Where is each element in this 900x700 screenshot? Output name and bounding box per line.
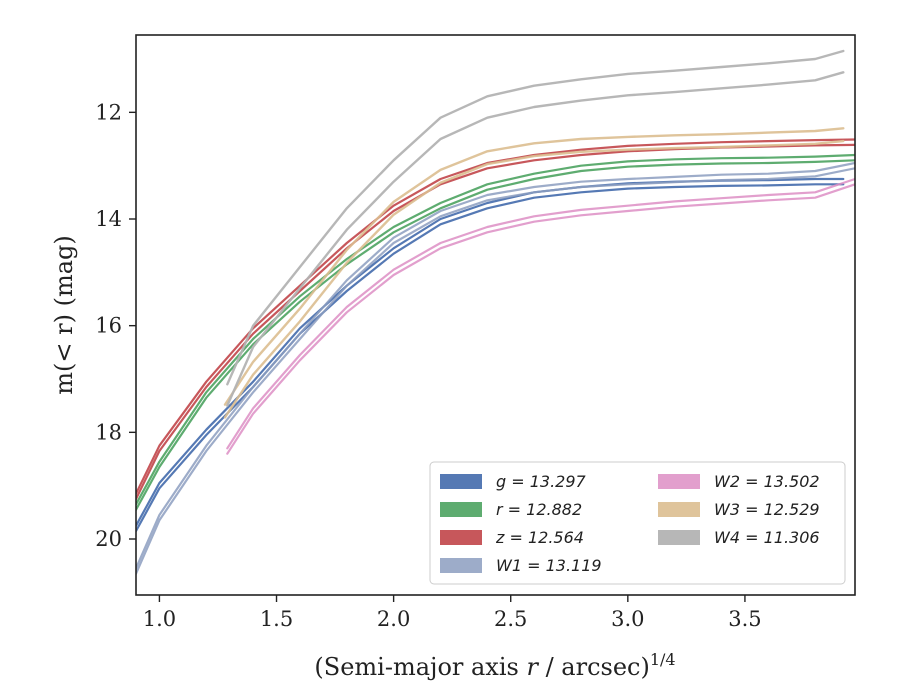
x-tick-label: 1.5	[260, 607, 293, 631]
series-3	[136, 161, 855, 575]
legend-swatch	[440, 558, 482, 573]
x-axis: 1.0 1.5 2.0 2.5 3.0 3.5	[143, 595, 762, 631]
x-tick-label: 3.0	[611, 607, 644, 631]
legend-swatch	[658, 502, 700, 517]
legend-label: W3 = 12.529	[714, 500, 820, 519]
legend-label: g = 13.297	[496, 472, 587, 491]
series-1	[136, 153, 855, 511]
y-tick-label: 18	[95, 420, 122, 444]
series-line-1-0	[136, 153, 855, 506]
series-line-6-1	[226, 71, 845, 407]
legend-label: z = 12.564	[495, 528, 584, 547]
series-5	[223, 127, 845, 419]
x-axis-label: (Semi-major axis r / arcsec)1/4	[314, 650, 675, 681]
legend-frame	[429, 461, 846, 585]
legend-swatch	[440, 502, 482, 517]
series-line-0-1	[136, 183, 845, 533]
series-line-3-0	[136, 161, 855, 570]
series-6	[226, 49, 845, 407]
y-axis: 12 14 16 18 20	[95, 100, 136, 551]
legend-swatch	[440, 474, 482, 489]
y-tick-label: 12	[95, 100, 122, 124]
x-tick-label: 1.0	[143, 607, 176, 631]
y-tick-label: 16	[95, 314, 122, 338]
legend-swatch	[440, 530, 482, 545]
x-tick-label: 3.5	[728, 607, 761, 631]
legend-label: r = 12.882	[496, 500, 582, 519]
series-line-3-1	[136, 167, 855, 575]
x-tick-label: 2.5	[494, 607, 527, 631]
series-line-1-1	[136, 159, 855, 511]
legend-swatch	[658, 530, 700, 545]
series-layer	[136, 49, 855, 575]
y-tick-label: 14	[95, 207, 122, 231]
legend-swatch	[658, 474, 700, 489]
series-4	[226, 177, 855, 455]
legend-label: W2 = 13.502	[714, 472, 820, 491]
legend-label: W1 = 13.119	[496, 556, 602, 575]
series-line-5-0	[223, 127, 845, 406]
legend-label: W4 = 11.306	[714, 528, 820, 547]
legend: g = 13.297 r = 12.882 z = 12.564 W1 = 13.11…	[429, 461, 846, 585]
series-line-4-1	[226, 183, 855, 455]
plot-frame	[135, 34, 856, 596]
y-tick-label: 20	[95, 527, 122, 551]
series-line-5-1	[223, 139, 845, 419]
y-axis-label: m(< r) (mag)	[50, 235, 78, 394]
series-line-4-0	[226, 177, 855, 450]
series-line-6-0	[226, 49, 845, 386]
x-tick-label: 2.0	[377, 607, 410, 631]
